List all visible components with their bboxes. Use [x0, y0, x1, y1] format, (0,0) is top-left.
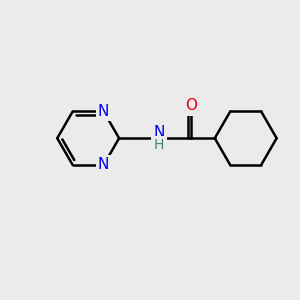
- Text: H: H: [154, 138, 164, 152]
- Text: O: O: [185, 98, 197, 113]
- Text: N: N: [98, 104, 109, 119]
- Text: N: N: [153, 125, 164, 140]
- Text: N: N: [98, 158, 109, 172]
